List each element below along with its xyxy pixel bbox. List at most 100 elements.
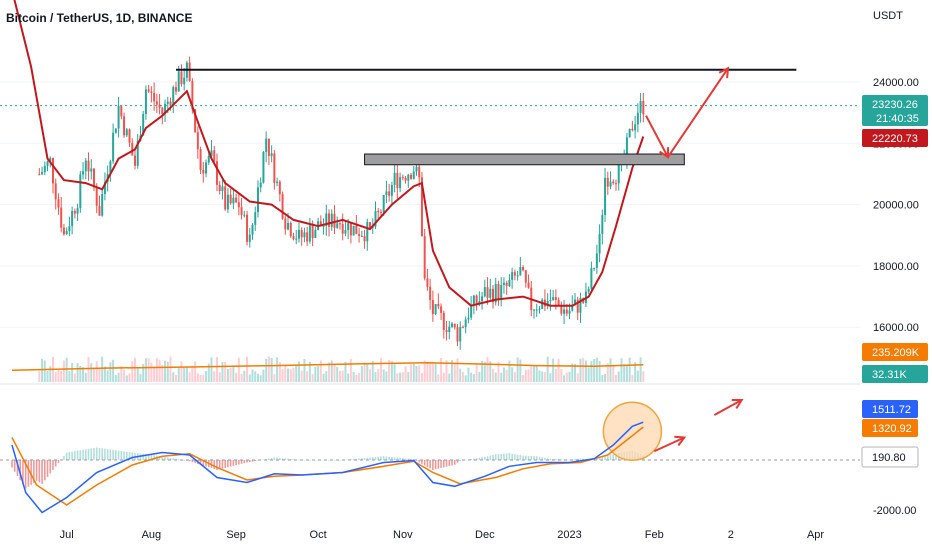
volume-bar: [614, 375, 617, 382]
volume-bar: [508, 360, 511, 382]
volume-bar: [426, 362, 429, 382]
candle-body: [420, 177, 423, 237]
volume-bar: [54, 371, 57, 382]
macd-arrows[interactable]: [653, 398, 744, 453]
y-tick-label: 20000.00: [873, 200, 919, 212]
volume-bar: [65, 357, 68, 382]
histogram-bar: [606, 453, 609, 460]
histogram-bar: [24, 460, 27, 489]
volume-bar: [502, 367, 505, 382]
histogram-bar: [131, 452, 134, 460]
volume-bar: [106, 370, 109, 382]
candle-body: [396, 172, 399, 189]
volume-bar: [278, 362, 281, 382]
histogram-bar: [453, 460, 456, 465]
candle-body: [60, 207, 63, 228]
candle-body: [46, 161, 49, 166]
candle-body: [251, 224, 254, 235]
volume-bar: [333, 364, 336, 382]
candle-body: [554, 297, 557, 300]
volume-bar: [412, 363, 415, 382]
volume-bar: [396, 373, 399, 382]
volume-bar: [144, 358, 147, 382]
histogram-bar: [481, 457, 483, 460]
candle-body: [112, 132, 115, 162]
support-zone[interactable]: [364, 153, 685, 166]
histogram-bar: [399, 457, 401, 460]
candle-body: [401, 177, 404, 179]
price-arrow-head: [718, 66, 730, 79]
volume-bar: [475, 363, 478, 382]
volume-bar: [136, 368, 139, 382]
candle-body: [494, 283, 497, 303]
histogram-bar: [246, 460, 248, 463]
candle-body: [604, 177, 607, 215]
histogram-bar: [104, 448, 106, 460]
histogram-bar: [120, 450, 123, 460]
candle-body: [262, 151, 265, 183]
histogram-bar: [511, 453, 513, 460]
candle-body: [224, 186, 227, 210]
histogram-bar: [385, 456, 388, 460]
candle-body: [606, 177, 609, 187]
histogram-bar: [388, 456, 390, 460]
candle-body: [278, 181, 281, 195]
candle-body: [103, 181, 106, 195]
candle-body: [500, 285, 503, 300]
volume-bar: [166, 361, 169, 382]
highlight-circle[interactable]: [602, 401, 663, 461]
candle-body: [65, 231, 68, 235]
histogram-bar: [382, 456, 385, 460]
last-price-tag: 23230.26 21:40:35: [862, 95, 928, 126]
candle-body: [82, 171, 85, 175]
candle-body: [218, 184, 221, 192]
volume-bar: [295, 365, 298, 382]
candle-body: [207, 155, 210, 163]
candle-body: [92, 168, 95, 188]
candle-body: [95, 187, 98, 206]
histogram-bar: [423, 460, 426, 466]
candle-body: [355, 225, 358, 235]
histogram-bar: [22, 460, 24, 485]
candle-body: [215, 161, 218, 185]
candle-body: [533, 309, 536, 311]
histogram-bar: [238, 460, 240, 465]
candle-body: [612, 181, 615, 184]
candle-body: [639, 100, 642, 113]
histogram-bar: [533, 456, 535, 460]
volume-bar: [218, 372, 221, 382]
candle-body: [169, 101, 172, 106]
ema-line[interactable]: [12, 0, 645, 307]
histogram-bar: [497, 454, 500, 460]
histogram-bar: [361, 458, 363, 460]
price-arrows[interactable]: [645, 66, 730, 159]
histogram-bar: [448, 460, 451, 467]
candle-body: [489, 288, 492, 298]
histogram-bar: [380, 456, 382, 460]
histogram-bar: [396, 457, 399, 460]
candle-body: [349, 223, 352, 236]
candle-body: [196, 132, 199, 150]
histogram-bar: [52, 460, 54, 470]
histogram-bar: [314, 460, 317, 461]
candle-body: [385, 191, 388, 195]
candle-body: [410, 174, 413, 179]
volume-bar: [251, 369, 254, 382]
volume-bar: [270, 358, 273, 382]
candle-body: [390, 184, 393, 196]
candle-body: [636, 112, 639, 125]
candle-body: [423, 236, 426, 279]
histogram-bar: [117, 450, 120, 460]
candle-body: [237, 202, 240, 208]
volume-bar: [563, 375, 566, 382]
histogram-bar: [194, 460, 196, 463]
histogram-bar: [500, 453, 503, 460]
candle-body: [43, 165, 46, 173]
price-grid: [0, 81, 860, 328]
volume-bar: [393, 364, 396, 382]
histogram-bar: [213, 460, 216, 470]
volume-bar: [382, 369, 385, 382]
candle-body: [377, 211, 380, 213]
price-candles[interactable]: [38, 56, 645, 350]
